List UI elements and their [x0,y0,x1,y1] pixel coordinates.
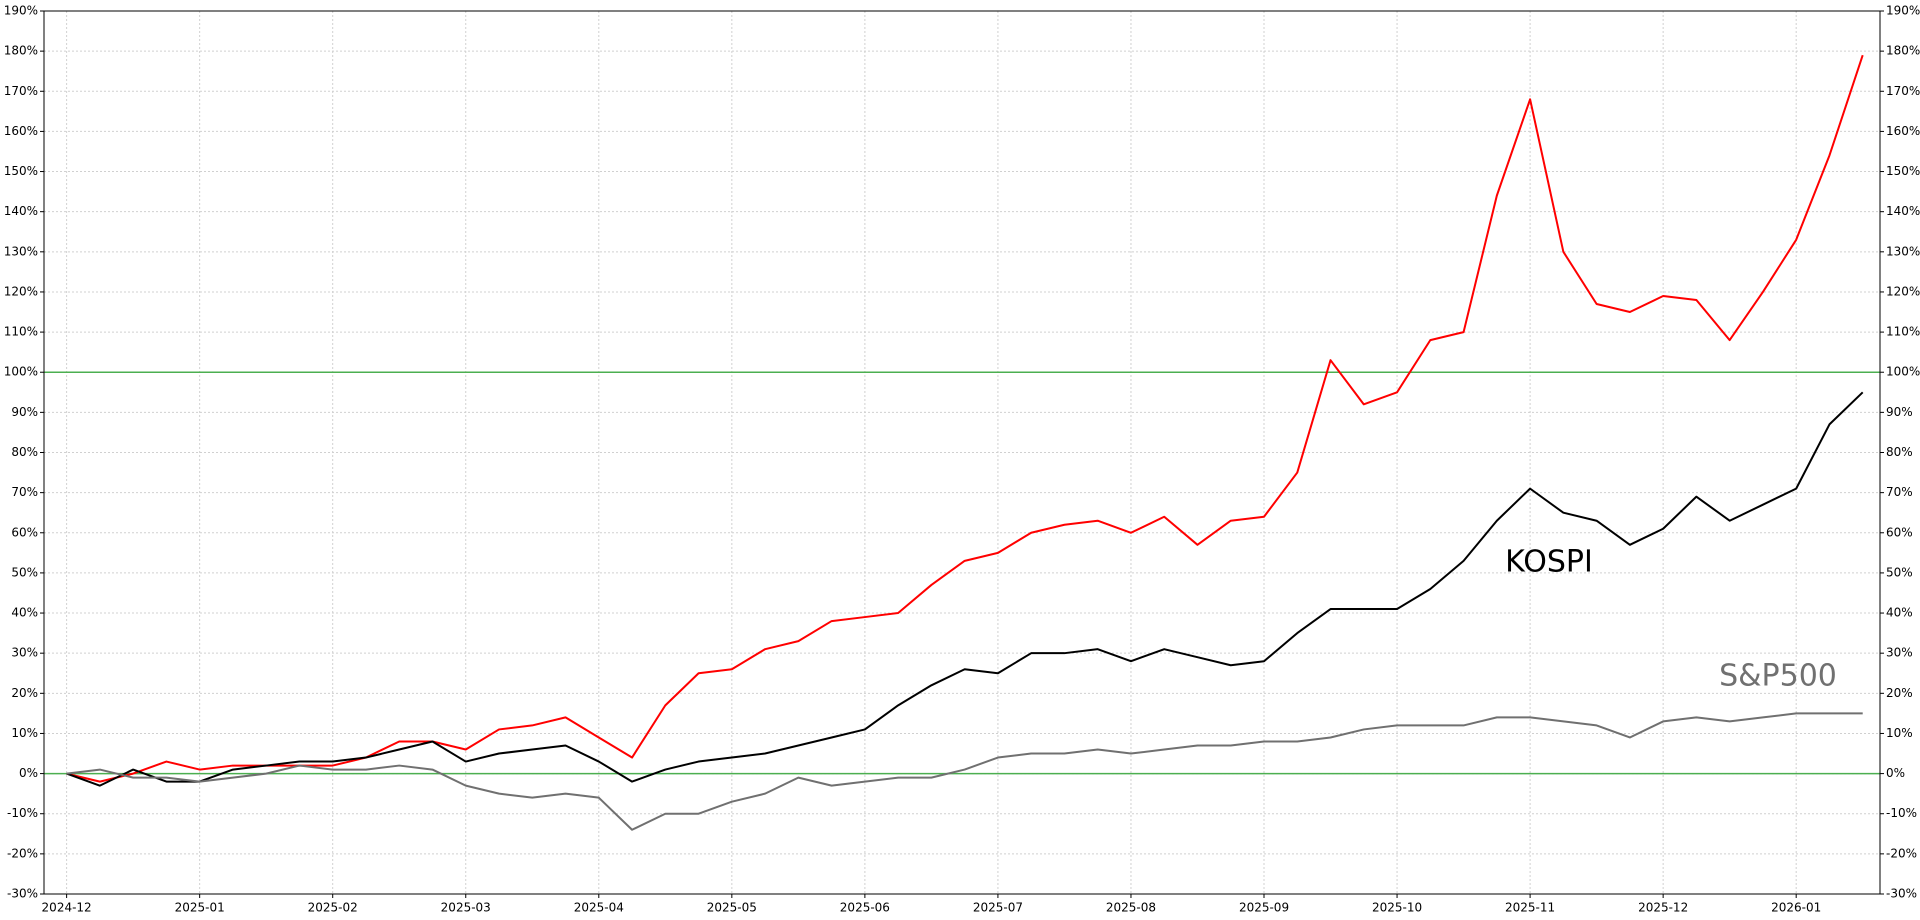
series-line [66,54,1864,783]
x-tick-label: 2025-07 [973,901,1023,915]
x-tick-label: 2025-12 [1638,901,1688,915]
y-tick-label: 160% [4,124,38,138]
y2-tick-label: 0% [1886,766,1905,780]
y2-tick-label: 50% [1886,565,1913,579]
plot-frame [43,10,1881,895]
y-tick-label: 100% [4,365,38,379]
y2-tick-label: 70% [1886,485,1913,499]
y2-tick-label: 40% [1886,606,1913,620]
y2-tick-label: 120% [1886,284,1920,298]
y-tick-label: 140% [4,204,38,218]
y2-tick-label: 140% [1886,204,1920,218]
y-tick-label: 40% [11,606,38,620]
y-tick-label: 120% [4,284,38,298]
y2-tick-label: -30% [1886,887,1917,901]
y2-tick-label: 110% [1886,325,1920,339]
y-tick-label: -20% [7,846,38,860]
y2-tick-label: -20% [1886,846,1917,860]
y2-tick-label: 80% [1886,445,1913,459]
y-tick-label: 90% [11,405,38,419]
y2-tick-label: 30% [1886,646,1913,660]
y2-tick-label: -10% [1886,806,1917,820]
y-tick-label: -10% [7,806,38,820]
x-tick-label: 2025-05 [707,901,757,915]
x-tick-label: 2026-01 [1771,901,1821,915]
y-tick-label: 30% [11,646,38,660]
y-tick-label: 110% [4,325,38,339]
series-line [66,712,1863,831]
series-label: S&P500 [1719,659,1837,694]
y2-tick-label: 90% [1886,405,1913,419]
x-tick-label: 2025-03 [441,901,491,915]
y-tick-label: 150% [4,164,38,178]
y2-tick-label: 20% [1886,686,1913,700]
y-tick-label: 170% [4,84,38,98]
series-line [66,391,1864,787]
x-tick-label: 2025-06 [840,901,890,915]
x-tick-label: 2025-10 [1372,901,1422,915]
y-tick-label: 0% [19,766,38,780]
y-tick-label: 130% [4,244,38,258]
y-tick-label: 10% [11,726,38,740]
y2-tick-label: 160% [1886,124,1920,138]
y-tick-label: 180% [4,44,38,58]
y2-tick-label: 130% [1886,244,1920,258]
y2-tick-label: 100% [1886,365,1920,379]
y2-tick-label: 180% [1886,44,1920,58]
y-tick-label: 80% [11,445,38,459]
x-tick-label: 2025-02 [308,901,358,915]
series-label: KOSPI [1505,545,1593,580]
y-tick-label: -30% [7,887,38,901]
y2-tick-label: 10% [1886,726,1913,740]
y2-tick-label: 150% [1886,164,1920,178]
y2-tick-label: 60% [1886,525,1913,539]
x-tick-label: 2024-12 [42,901,92,915]
y-tick-label: 190% [4,4,38,18]
x-tick-label: 2025-01 [175,901,225,915]
y-tick-label: 70% [11,485,38,499]
y-tick-label: 50% [11,565,38,579]
x-tick-label: 2025-09 [1239,901,1289,915]
y-tick-label: 60% [11,525,38,539]
x-tick-label: 2025-11 [1505,901,1555,915]
x-tick-label: 2025-08 [1106,901,1156,915]
y-tick-label: 20% [11,686,38,700]
y2-tick-label: 170% [1886,84,1920,98]
y2-tick-label: 190% [1886,4,1920,18]
x-tick-label: 2025-04 [574,901,624,915]
